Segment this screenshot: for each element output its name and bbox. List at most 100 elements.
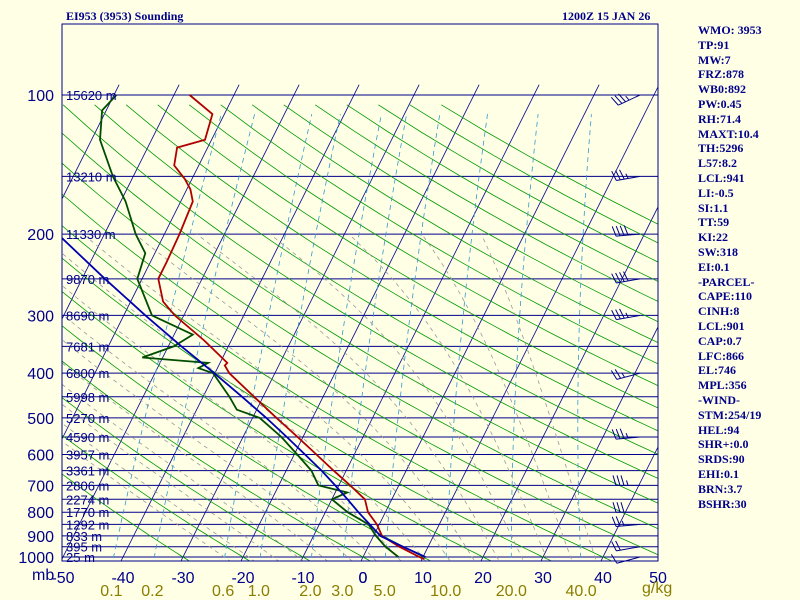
- index-item: CAPE:110: [698, 289, 752, 304]
- wind-barb: [610, 554, 641, 564]
- isotherm-line: [300, 84, 540, 561]
- moist-adiabat: [62, 339, 353, 561]
- mixing-ratio-line: [445, 114, 488, 561]
- index-item: SRDS:90: [698, 452, 745, 467]
- mixing-ratio-tick-label: 10.0: [430, 583, 461, 600]
- pressure-tick-label: 1000: [18, 550, 54, 567]
- temperature-tick-label: 0: [359, 570, 368, 587]
- dry-adiabat: [62, 290, 492, 561]
- index-item: MW:7: [698, 52, 731, 67]
- mixing-ratio-line: [153, 114, 255, 561]
- pressure-tick-label: 600: [27, 448, 54, 465]
- mixing-ratio-tick-label: 20.0: [496, 583, 527, 600]
- dry-adiabat: [188, 104, 658, 387]
- height-label: 395 m: [66, 540, 102, 555]
- dry-adiabat: [314, 104, 658, 302]
- temperature-tick-label: 40: [594, 570, 612, 587]
- index-item: LCL:941: [698, 170, 745, 185]
- mixing-ratio-line: [510, 114, 539, 561]
- wind-barb: [611, 169, 641, 182]
- temperature-tick-label: 10: [414, 570, 432, 587]
- isotherm-line: [600, 446, 658, 561]
- height-label: 13210 m: [66, 169, 117, 184]
- height-label: 15620 m: [66, 88, 117, 103]
- moist-adiabat: [196, 233, 500, 561]
- index-item: SW:318: [698, 244, 739, 259]
- index-item: WB0:892: [698, 82, 746, 97]
- height-label: 1292 m: [66, 517, 109, 532]
- wind-barb: [611, 225, 641, 237]
- height-label: 2806 m: [66, 478, 109, 493]
- height-label: 3957 m: [66, 448, 109, 463]
- mixing-ratio-line: [112, 113, 222, 561]
- mixing-ratio-tick-label: 1.0: [248, 583, 270, 600]
- index-item: TH:5296: [698, 141, 744, 156]
- wind-barb: [611, 271, 641, 284]
- dry-adiabat: [62, 473, 191, 561]
- mixing-ratio-unit: g/kg: [642, 580, 673, 597]
- moist-adiabat: [62, 403, 280, 561]
- isotherm-line: [480, 206, 658, 561]
- mixing-ratio-tick-label: 5.0: [373, 583, 395, 600]
- height-label: 5998 m: [66, 390, 109, 405]
- index-item: LCL:901: [698, 318, 745, 333]
- wind-barb: [612, 502, 640, 513]
- dry-adiabat: [94, 104, 658, 455]
- isotherm-line: [62, 84, 120, 200]
- pressure-unit: mb: [32, 567, 55, 584]
- isotherm-line: [120, 84, 360, 561]
- temperature-trace: [157, 94, 425, 561]
- moist-adiabat: [421, 233, 573, 561]
- temperature-axis: -50 -40 -30 -20 -10 0 10 20 30 40 500: [51, 570, 667, 587]
- index-item: FRZ:878: [698, 67, 744, 82]
- dry-adiabat: [251, 104, 658, 344]
- pressure-tick-label: 300: [27, 308, 54, 325]
- index-item: BSHR:30: [698, 496, 747, 511]
- pressure-tick-label: 700: [27, 478, 54, 495]
- mixing-ratio-tick-label: 3.0: [331, 583, 353, 600]
- index-item: -WIND-: [698, 392, 740, 407]
- index-item: L57:8.2: [698, 156, 737, 171]
- pressure-tick-label: 400: [27, 366, 54, 383]
- index-item: KI:22: [698, 230, 728, 245]
- pressure-tick-label: 500: [27, 411, 54, 428]
- sounding-title: EI953 (3953) Sounding: [66, 9, 184, 23]
- wind-barb: [611, 308, 641, 321]
- temperature-tick-label: -50: [51, 570, 74, 587]
- pressure-tick-label: 900: [27, 529, 54, 546]
- mixing-ratio-lines: [112, 113, 592, 561]
- wind-barb: [610, 369, 641, 380]
- index-item: LI:-0.5: [698, 185, 734, 200]
- moist-adiabat: [62, 440, 231, 561]
- dry-adiabat: [125, 104, 658, 432]
- isotherm-line: [240, 84, 480, 561]
- moist-adiabat: [62, 285, 402, 561]
- index-item: EI:0.1: [698, 259, 730, 274]
- mixing-ratio-line: [310, 114, 382, 561]
- index-item: LFC:866: [698, 348, 744, 363]
- temperature-tick-label: 30: [534, 570, 552, 587]
- isotherm-line: [540, 326, 658, 561]
- dry-adiabat: [62, 162, 658, 530]
- index-item: SI:1.1: [698, 200, 729, 215]
- height-label: 9870 m: [66, 272, 109, 287]
- height-label: 11330 m: [66, 227, 116, 242]
- pressure-axis: 100 200 300 400 500 600 700 800 900 1000: [18, 88, 54, 567]
- dry-adiabat: [62, 193, 658, 556]
- mixing-ratio-line: [577, 114, 592, 561]
- index-item: HEL:94: [698, 422, 740, 437]
- height-label: 5270 m: [66, 411, 109, 426]
- temperature-tick-label: 20: [474, 570, 492, 587]
- wind-barb: [611, 428, 641, 440]
- dry-adiabat: [220, 104, 658, 365]
- temperature-tick-label: -40: [111, 570, 134, 587]
- height-label: 6800 m: [66, 366, 109, 381]
- wind-barb: [610, 93, 641, 106]
- height-label: 7681 m: [66, 339, 109, 354]
- height-label: 2274 m: [66, 492, 109, 507]
- isotherm-line: [360, 84, 600, 561]
- index-item: BRN:3.7: [698, 481, 743, 496]
- height-labels: 15620 m 13210 m 11330 m 9870 m 8690 m 7681 m 6…: [66, 88, 117, 565]
- dry-adiabat: [62, 360, 372, 561]
